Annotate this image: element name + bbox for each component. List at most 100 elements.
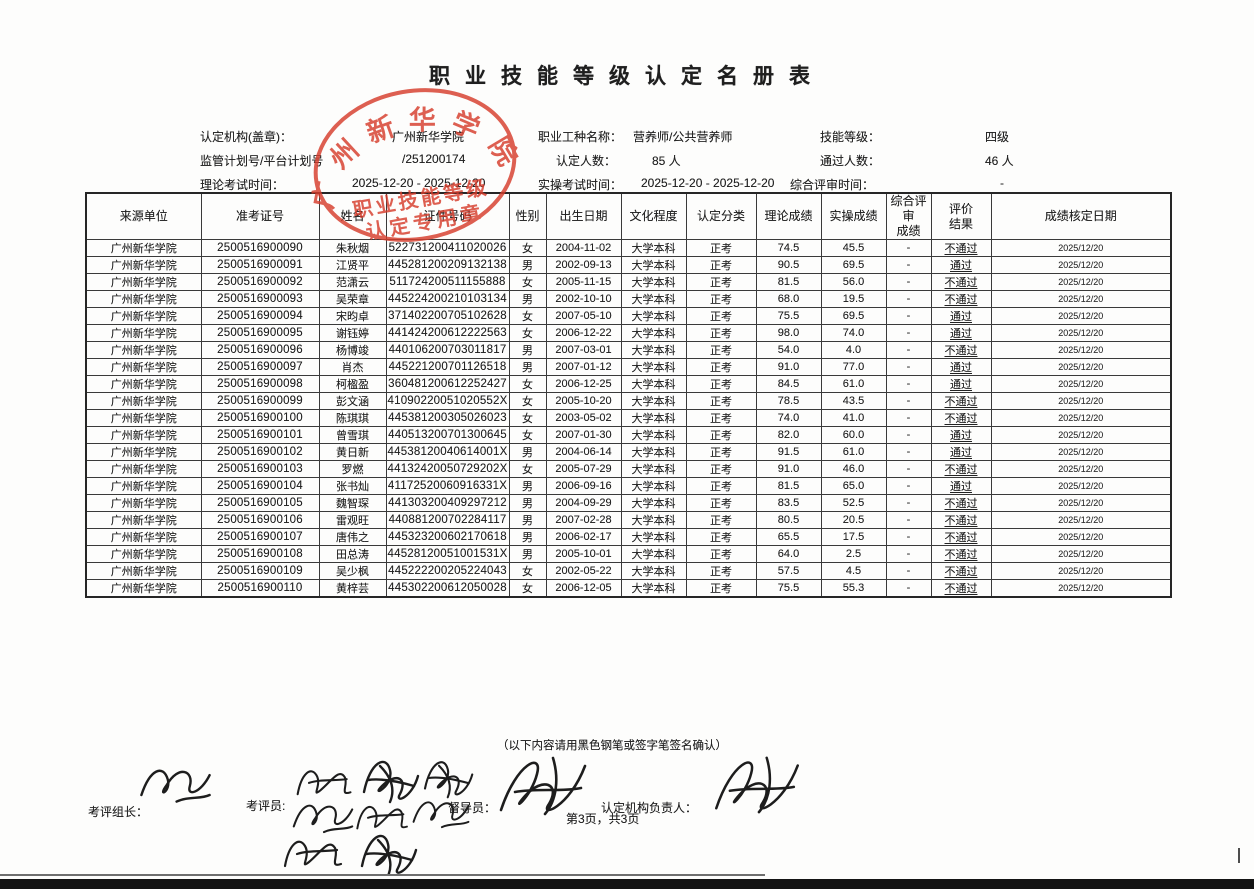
- table-cell: 57.5: [755, 562, 822, 580]
- table-cell: 女: [508, 562, 547, 580]
- table-cell: 唐伟之: [318, 528, 387, 546]
- table-cell: 46.0: [820, 460, 887, 478]
- table-cell: 大学本科: [620, 528, 687, 546]
- table-cell: 大学本科: [620, 239, 687, 257]
- table-cell: 正考: [685, 460, 757, 478]
- table-cell: 440881200702284117: [385, 511, 510, 529]
- table-cell: 2006-12-22: [545, 324, 622, 342]
- table-cell: -: [885, 307, 932, 325]
- table-cell: 广州新华学院: [85, 579, 202, 598]
- table-cell: 大学本科: [620, 307, 687, 325]
- table-row: 广州新华学院 2500516900096 杨博竣 440106200703011817…: [85, 341, 1172, 359]
- table-cell: 大学本科: [620, 545, 687, 563]
- table-cell: 2025/12/20: [990, 562, 1172, 580]
- table-cell: 不通过: [930, 528, 992, 546]
- column-header: 准考证号: [200, 192, 320, 240]
- table-cell: 2500516900093: [200, 290, 320, 308]
- table-cell: 445222200205224043: [385, 562, 510, 580]
- table-cell: 广州新华学院: [85, 290, 202, 308]
- table-cell: 2004-11-02: [545, 239, 622, 257]
- table-cell: 雷观旺: [318, 511, 387, 529]
- table-cell: 谢钰婷: [318, 324, 387, 342]
- column-header: 成绩核定日期: [990, 192, 1172, 240]
- theory-time-label: 理论考试时间：: [200, 178, 285, 192]
- table-cell: 2500516900101: [200, 426, 320, 444]
- table-cell: 男: [508, 358, 547, 376]
- table-cell: 2500516900110: [200, 579, 320, 598]
- table-cell: 男: [508, 494, 547, 512]
- table-cell: 2025/12/20: [990, 528, 1172, 546]
- table-cell: 2006-09-16: [545, 477, 622, 495]
- table-cell: 广州新华学院: [85, 409, 202, 427]
- table-cell: 正考: [685, 392, 757, 410]
- table-cell: 440513200701300645: [385, 426, 510, 444]
- table-cell: 44528120051001531X: [385, 545, 510, 563]
- table-cell: 正考: [685, 341, 757, 359]
- table-cell: 通过: [930, 324, 992, 342]
- table-cell: 不通过: [930, 460, 992, 478]
- table-cell: 大学本科: [620, 477, 687, 495]
- table-cell: 正考: [685, 273, 757, 291]
- table-cell: 黄梓芸: [318, 579, 387, 598]
- table-cell: 正考: [685, 545, 757, 563]
- table-cell: 广州新华学院: [85, 341, 202, 359]
- table-cell: 正考: [685, 256, 757, 274]
- table-cell: -: [885, 324, 932, 342]
- table-cell: 不通过: [930, 409, 992, 427]
- org-value: 广州新华学院: [392, 130, 465, 144]
- org-head-label: 认定机构负责人：: [601, 801, 698, 815]
- table-cell: 2006-02-17: [545, 528, 622, 546]
- table-cell: 男: [508, 290, 547, 308]
- table-row: 广州新华学院 2500516900109 吴少枫 445222200205224043…: [85, 562, 1172, 580]
- table-cell: 445302200612050028: [385, 579, 510, 598]
- table-row: 广州新华学院 2500516900103 罗燃 44132420050729202X 女…: [85, 460, 1172, 478]
- table-cell: 通过: [930, 443, 992, 461]
- table-cell: 男: [508, 443, 547, 461]
- table-cell: -: [885, 392, 932, 410]
- examiner-lead-label: 考评组长：: [88, 805, 149, 819]
- table-cell: 广州新华学院: [85, 239, 202, 257]
- table-cell: 男: [508, 528, 547, 546]
- column-header: 证件号码: [385, 192, 510, 240]
- examiner-signature: [350, 826, 428, 878]
- table-cell: 柯楹盈: [318, 375, 387, 393]
- level-value: 四级: [985, 130, 1010, 144]
- table-cell: 2500516900090: [200, 239, 320, 257]
- table-cell: 通过: [930, 358, 992, 376]
- table-cell: 82.0: [755, 426, 822, 444]
- supervisor-label: 督导员：: [448, 801, 497, 815]
- pass-label: 通过人数：: [820, 154, 881, 168]
- table-cell: 81.5: [755, 477, 822, 495]
- table-row: 广州新华学院 2500516900107 唐伟之 445323200602170618…: [85, 528, 1172, 546]
- table-cell: 正考: [685, 426, 757, 444]
- table-cell: 正考: [685, 511, 757, 529]
- table-cell: 曾雪琪: [318, 426, 387, 444]
- table-cell: 2002-09-13: [545, 256, 622, 274]
- table-cell: 广州新华学院: [85, 256, 202, 274]
- table-cell: 522731200411020026: [385, 239, 510, 257]
- column-header: 性别: [508, 192, 547, 240]
- table-cell: 肖杰: [318, 358, 387, 376]
- table-cell: 广州新华学院: [85, 545, 202, 563]
- table-cell: 65.5: [755, 528, 822, 546]
- table-cell: 69.5: [820, 256, 887, 274]
- table-cell: -: [885, 375, 932, 393]
- table-cell: 朱秋烟: [318, 239, 387, 257]
- table-cell: 正考: [685, 290, 757, 308]
- table-cell: 广州新华学院: [85, 460, 202, 478]
- table-cell: 2025/12/20: [990, 460, 1172, 478]
- table-cell: -: [885, 426, 932, 444]
- table-cell: 不通过: [930, 273, 992, 291]
- table-cell: 20.5: [820, 511, 887, 529]
- review-time-value: -: [1000, 176, 1004, 190]
- table-row: 广州新华学院 2500516900095 谢钰婷 441424200612222563…: [85, 324, 1172, 342]
- table-cell: 2025/12/20: [990, 341, 1172, 359]
- table-cell: 不通过: [930, 392, 992, 410]
- table-cell: 74.0: [820, 324, 887, 342]
- table-cell: 广州新华学院: [85, 477, 202, 495]
- table-cell: 大学本科: [620, 426, 687, 444]
- table-cell: 2004-06-14: [545, 443, 622, 461]
- count-value: 85 人: [652, 154, 681, 168]
- table-cell: 81.5: [755, 273, 822, 291]
